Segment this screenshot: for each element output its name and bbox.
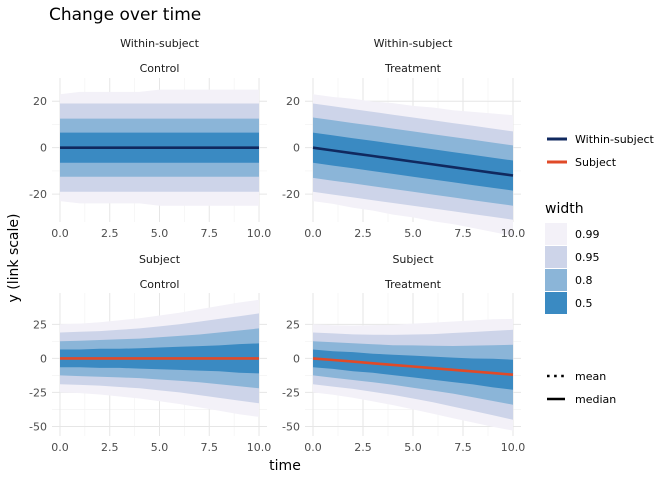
legend-swatch — [545, 292, 567, 314]
legend-item-width: 0.8 — [545, 269, 593, 291]
facet-strip-label: Subject — [392, 253, 434, 266]
facet-strip-label: Within-subject — [120, 37, 200, 50]
legend-item-width: 0.99 — [545, 223, 600, 245]
x-tick-label: 0.0 — [304, 441, 322, 454]
legend-label: mean — [575, 370, 606, 383]
y-tick-label: 25 — [286, 318, 300, 331]
y-tick-label: -20 — [29, 188, 47, 201]
y-tick-label: -50 — [29, 420, 47, 433]
legend-label: 0.8 — [575, 274, 593, 287]
legend: Within-subject Subject width 0.99 0.95 0.8 0.5… — [545, 133, 655, 406]
legend-label: 0.99 — [575, 228, 600, 241]
legend-label: Within-subject — [575, 133, 655, 146]
x-tick-label: 10.0 — [501, 441, 526, 454]
legend-item-line: Within-subject — [547, 133, 655, 146]
y-tick-label: -25 — [282, 386, 300, 399]
x-tick-label: 7.5 — [454, 441, 472, 454]
y-tick-label: 0 — [40, 352, 47, 365]
legend-item-point: median — [547, 393, 616, 406]
x-tick-label: 2.5 — [354, 227, 372, 240]
legend-swatch — [545, 269, 567, 291]
y-tick-label: -25 — [29, 386, 47, 399]
x-tick-label: 10.0 — [501, 227, 526, 240]
x-tick-label: 5.0 — [151, 441, 169, 454]
x-tick-label: 7.5 — [454, 227, 472, 240]
facet-strip-label: Control — [140, 62, 180, 75]
y-tick-label: -20 — [282, 188, 300, 201]
legend-item-point: mean — [547, 370, 606, 383]
legend-swatch — [545, 246, 567, 268]
median-line — [312, 357, 514, 376]
x-tick-label: 0.0 — [51, 227, 69, 240]
legend-label: 0.95 — [575, 251, 600, 264]
interval-band-0-5 — [313, 349, 513, 390]
legend-label: median — [575, 393, 616, 406]
chart-title: Change over time — [49, 5, 201, 25]
legend-item-line: Subject — [547, 156, 617, 169]
x-tick-label: 0.0 — [51, 441, 69, 454]
y-tick-label: 25 — [33, 318, 47, 331]
x-tick-label: 2.5 — [101, 441, 119, 454]
y-tick-label: 0 — [40, 142, 47, 155]
y-tick-label: 20 — [286, 95, 300, 108]
x-tick-label: 2.5 — [354, 441, 372, 454]
legend-title: width — [545, 201, 584, 217]
x-axis-title: time — [269, 458, 301, 474]
facet-strip-label: Control — [140, 278, 180, 291]
facet-strip-label: Subject — [139, 253, 181, 266]
x-tick-label: 5.0 — [404, 227, 422, 240]
x-tick-label: 10.0 — [247, 441, 272, 454]
x-tick-label: 5.0 — [151, 227, 169, 240]
facet-panel: Within-subject Treatment 0.0 2.5 5.0 7.5 10.0 -… — [282, 37, 525, 240]
x-tick-label: 10.0 — [247, 227, 272, 240]
facet-strip-label: Treatment — [384, 278, 442, 291]
legend-item-width: 0.5 — [545, 292, 593, 314]
y-tick-label: 0 — [293, 142, 300, 155]
facet-strip-label: Within-subject — [374, 37, 454, 50]
legend-label: 0.5 — [575, 297, 593, 310]
facet-panel: Within-subject Control 0.0 2.5 5.0 7.5 10.0 -20… — [29, 37, 271, 240]
x-tick-label: 7.5 — [201, 441, 219, 454]
x-tick-label: 5.0 — [404, 441, 422, 454]
facet-strip-label: Treatment — [384, 62, 442, 75]
legend-label: Subject — [575, 156, 617, 169]
legend-item-width: 0.95 — [545, 246, 600, 268]
legend-swatch — [545, 223, 567, 245]
y-tick-label: 20 — [33, 95, 47, 108]
facet-panels: Within-subject Control 0.0 2.5 5.0 7.5 10.0 -20… — [29, 37, 525, 454]
median-line — [312, 146, 514, 177]
x-tick-label: 0.0 — [304, 227, 322, 240]
facet-panel: Subject Treatment 0.0 2.5 5.0 7.5 10.0 -50 -25 0 2… — [282, 253, 525, 454]
y-tick-label: 0 — [293, 352, 300, 365]
x-tick-label: 2.5 — [101, 227, 119, 240]
y-axis-title: y (link scale) — [6, 214, 22, 303]
facet-panel: Subject Control 0.0 2.5 5.0 7.5 10.0 -50 -25 0 25 — [29, 253, 271, 454]
y-tick-label: -50 — [282, 420, 300, 433]
x-tick-label: 7.5 — [201, 227, 219, 240]
